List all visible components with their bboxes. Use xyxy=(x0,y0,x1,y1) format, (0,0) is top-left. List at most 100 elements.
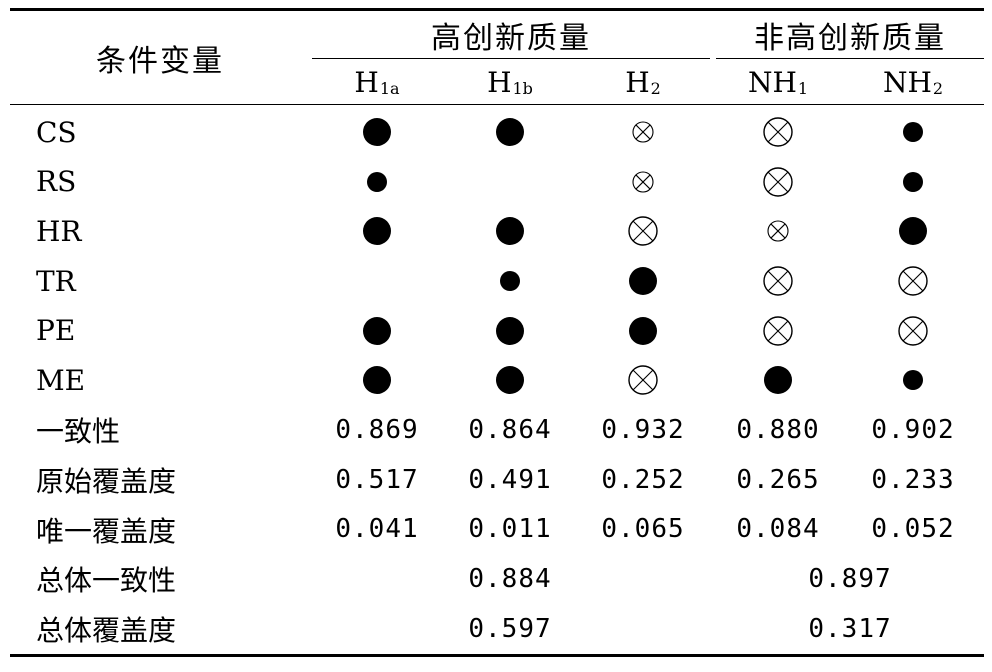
peripheral-present-dot xyxy=(903,121,923,142)
condition-cell xyxy=(849,107,977,157)
condition-label-rs: RS xyxy=(36,165,77,199)
metric-value: 0.084 xyxy=(736,514,820,545)
column-header-base: NH xyxy=(882,65,932,99)
core-present-dot xyxy=(496,117,524,146)
header-bottom-rule xyxy=(10,104,984,105)
core-present-icon xyxy=(621,309,665,353)
metric-value: 0.011 xyxy=(468,514,552,545)
table-bottom-rule xyxy=(10,654,984,657)
column-header-subscript: 2 xyxy=(932,78,944,98)
condition-label-tr: TR xyxy=(36,264,76,298)
condition-cell xyxy=(579,306,707,356)
condition-cell xyxy=(714,157,842,207)
group-rule-high-quality xyxy=(312,58,710,59)
condition-cell xyxy=(313,256,441,306)
condition-cell xyxy=(579,157,707,207)
column-header-subscript: 1b xyxy=(512,78,533,98)
condition-label-cs: CS xyxy=(36,115,77,149)
core-present-dot xyxy=(496,217,524,246)
core-absent-glyph xyxy=(763,266,793,296)
core-present-dot xyxy=(496,316,524,345)
peripheral-present-dot xyxy=(903,171,923,192)
core-present-icon xyxy=(488,110,532,154)
group-header-non-high-quality: 非高创新质量 xyxy=(754,21,946,56)
group-rule-non-high-quality xyxy=(716,58,984,59)
peripheral-present-icon xyxy=(488,259,532,303)
metric-value: 0.233 xyxy=(871,464,955,495)
peripheral-present-icon xyxy=(891,358,935,402)
condition-label-hr: HR xyxy=(36,214,82,248)
core-absent-icon xyxy=(756,160,800,204)
core-absent-icon xyxy=(756,110,800,154)
core-present-icon xyxy=(355,309,399,353)
condition-cell xyxy=(446,356,574,406)
column-header-nh2: NH 2 xyxy=(849,60,977,104)
metric-label: 唯一覆盖度 xyxy=(36,514,177,548)
condition-cell xyxy=(849,306,977,356)
condition-cell xyxy=(313,107,441,157)
core-present-dot xyxy=(363,316,391,345)
core-present-icon xyxy=(355,110,399,154)
core-present-dot xyxy=(764,366,792,395)
core-present-dot xyxy=(496,366,524,395)
overall-label: 总体覆盖度 xyxy=(36,614,177,647)
peripheral-present-dot xyxy=(903,370,923,391)
core-present-dot xyxy=(363,217,391,246)
condition-cell xyxy=(446,206,574,256)
core-absent-icon xyxy=(756,309,800,353)
peripheral-present-icon xyxy=(891,160,935,204)
metric-label: 一致性 xyxy=(36,415,121,449)
overall-value-non-high-quality: 0.897 xyxy=(808,564,892,595)
condition-cell xyxy=(313,306,441,356)
metric-value: 0.052 xyxy=(871,514,955,545)
peripheral-absent-glyph xyxy=(767,220,789,242)
core-present-dot xyxy=(363,117,391,146)
metric-value: 0.041 xyxy=(335,514,419,545)
core-present-icon xyxy=(891,209,935,253)
condition-cell xyxy=(714,107,842,157)
metric-value: 0.864 xyxy=(468,415,552,446)
core-present-icon xyxy=(756,358,800,402)
core-present-dot xyxy=(629,316,657,345)
condition-cell xyxy=(579,356,707,406)
core-absent-icon xyxy=(621,209,665,253)
core-absent-icon xyxy=(621,358,665,402)
condition-cell xyxy=(579,256,707,306)
condition-cell xyxy=(849,206,977,256)
overall-label: 总体一致性 xyxy=(36,564,177,598)
table-top-rule xyxy=(10,8,984,11)
peripheral-present-icon xyxy=(891,110,935,154)
metric-value: 0.265 xyxy=(736,464,820,495)
core-absent-icon xyxy=(891,259,935,303)
peripheral-absent-icon xyxy=(756,209,800,253)
condition-cell xyxy=(849,157,977,207)
peripheral-absent-icon xyxy=(621,110,665,154)
condition-cell xyxy=(714,256,842,306)
column-header-subscript: 2 xyxy=(650,78,661,98)
core-present-dot xyxy=(363,366,391,395)
condition-cell xyxy=(714,356,842,406)
condition-cell xyxy=(849,256,977,306)
metric-value: 0.932 xyxy=(601,415,685,446)
metric-label: 原始覆盖度 xyxy=(36,464,177,498)
core-present-icon xyxy=(488,209,532,253)
overall-value-high-quality: 0.884 xyxy=(468,564,552,595)
condition-cell xyxy=(849,356,977,406)
core-present-icon xyxy=(488,358,532,402)
column-header-base: NH xyxy=(747,65,797,99)
peripheral-absent-glyph xyxy=(632,121,654,143)
core-absent-icon xyxy=(891,309,935,353)
core-absent-glyph xyxy=(898,315,928,346)
core-absent-glyph xyxy=(763,315,793,346)
core-present-icon xyxy=(355,209,399,253)
core-absent-glyph xyxy=(628,216,658,246)
metric-value: 0.252 xyxy=(601,464,685,495)
core-absent-glyph xyxy=(763,117,793,147)
peripheral-present-icon xyxy=(355,160,399,204)
core-absent-glyph xyxy=(763,166,793,197)
peripheral-present-dot xyxy=(500,270,520,291)
metric-value: 0.869 xyxy=(335,415,419,446)
peripheral-present-dot xyxy=(367,171,387,192)
